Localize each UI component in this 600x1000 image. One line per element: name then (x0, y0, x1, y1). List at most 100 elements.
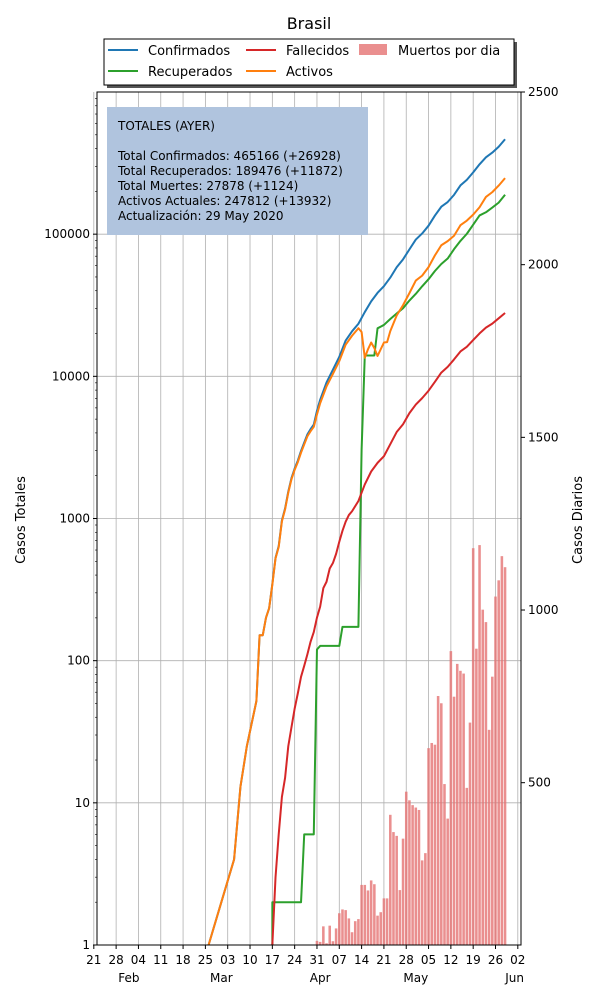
annotation-line: Total Muertes: 27878 (+1124) (117, 179, 298, 193)
daily-deaths-bar (500, 556, 504, 945)
x-tick-label: 26 (488, 953, 503, 967)
daily-deaths-bar (404, 791, 408, 945)
legend-label: Activos (286, 65, 333, 80)
daily-deaths-bar (344, 910, 347, 945)
daily-deaths-bar (424, 853, 427, 945)
daily-deaths-bar (491, 676, 494, 945)
daily-deaths-bar (366, 890, 370, 945)
daily-deaths-bar (382, 898, 386, 945)
legend-swatch-bar (359, 44, 387, 55)
daily-deaths-bar (414, 807, 418, 945)
x-tick-label: 04 (131, 953, 146, 967)
x-tick-label: 03 (220, 953, 235, 967)
y-axis-ticks: 1 10 100 1000 10000 100000 (44, 98, 97, 952)
daily-deaths-bar (395, 835, 398, 945)
y2-tick-label: 1000 (528, 603, 559, 617)
daily-deaths-bar (325, 943, 328, 945)
daily-deaths-bar (427, 748, 430, 945)
legend-label: Recuperados (148, 65, 233, 80)
daily-deaths-bar (471, 548, 475, 945)
y2-tick-label: 2000 (528, 258, 559, 272)
legend-frame (103, 38, 515, 86)
daily-deaths-bar (318, 941, 322, 945)
x-tick-label: 28 (399, 953, 414, 967)
daily-deaths-bar (389, 814, 392, 945)
x-month-label: Mar (210, 971, 233, 985)
annotation-line: Total Confirmados: 465166 (+26928) (117, 149, 341, 163)
x-tick-label: 19 (466, 953, 481, 967)
daily-deaths-bar (503, 567, 507, 945)
series-line-activos (207, 177, 506, 946)
y-tick-label: 10000 (52, 369, 90, 383)
x-tick-label: 07 (332, 953, 347, 967)
y2-axis-label: Casos Diarios (571, 476, 586, 564)
daily-deaths-bar (455, 663, 459, 945)
daily-deaths-bar (322, 926, 325, 945)
daily-deaths-bar (350, 932, 354, 945)
x-month-label: May (403, 971, 428, 985)
x-tick-label: 14 (354, 953, 369, 967)
y-tick-label: 1 (82, 938, 90, 952)
series-line-fallecidos (271, 312, 506, 946)
x-axis-ticks: 21 28 04 11 18 25 03 10 17 24 31 07 14 21 28 05 12 19 26 02… (86, 945, 525, 985)
y-tick-label: 10 (75, 796, 90, 810)
daily-deaths-bar (468, 722, 472, 945)
daily-deaths-bar (315, 940, 319, 945)
daily-deaths-bar (328, 925, 331, 945)
y-axis-label: Casos Totales (14, 476, 29, 564)
x-tick-label: 12 (443, 953, 458, 967)
x-tick-label: 11 (153, 953, 168, 967)
x-tick-label: 17 (265, 953, 280, 967)
x-tick-label: 05 (421, 953, 436, 967)
daily-deaths-bar (459, 670, 462, 945)
y2-axis-ticks: 500 1000 1500 2000 2500 (521, 85, 559, 790)
daily-deaths-bar (338, 913, 341, 945)
daily-deaths-bar (487, 729, 491, 945)
daily-deaths-bar (401, 838, 405, 945)
daily-deaths-bar (408, 800, 411, 945)
daily-deaths-bar (385, 898, 389, 945)
daily-deaths-bar (497, 580, 500, 945)
legend-label: Fallecidos (286, 44, 349, 59)
daily-deaths-bar (446, 818, 449, 945)
legend-label: Confirmados (148, 44, 230, 59)
daily-deaths-bar (331, 941, 335, 945)
x-tick-label: 28 (108, 953, 123, 967)
annotation-line: TOTALES (AYER) (117, 119, 215, 133)
x-tick-label: 18 (175, 953, 190, 967)
daily-deaths-bar (481, 609, 485, 945)
totals-annotation-box: TOTALES (AYER) Total Confirmados: 465166 … (107, 107, 368, 235)
x-tick-label: 31 (309, 953, 324, 967)
daily-deaths-bar (341, 909, 344, 945)
daily-deaths-bar (363, 884, 367, 945)
y2-tick-label: 500 (528, 776, 551, 790)
daily-deaths-bar (392, 832, 395, 945)
x-month-label: Jun (504, 971, 524, 985)
x-tick-label: 10 (242, 953, 257, 967)
daily-deaths-bar (379, 912, 383, 945)
chart-title: Brasil (287, 14, 332, 33)
daily-deaths-bar (347, 918, 351, 945)
legend: Confirmados Fallecidos Recuperados Activos M… (103, 38, 517, 88)
daily-deaths-bar (478, 545, 481, 945)
daily-deaths-bar (334, 928, 338, 945)
daily-deaths-bars (315, 545, 507, 945)
x-month-label: Feb (118, 971, 139, 985)
series-lines (207, 138, 506, 946)
y2-tick-label: 1500 (528, 430, 559, 444)
daily-deaths-bar (376, 915, 379, 945)
daily-deaths-bar (443, 784, 446, 945)
daily-deaths-bar (398, 890, 402, 945)
daily-deaths-bar (494, 596, 497, 945)
y2-tick-label: 2500 (528, 85, 559, 99)
y-tick-label: 1000 (59, 512, 90, 526)
daily-deaths-bar (357, 919, 360, 945)
x-tick-label: 21 (86, 953, 101, 967)
legend-label: Muertos por dia (398, 44, 500, 59)
daily-deaths-bar (440, 703, 443, 945)
daily-deaths-bar (462, 673, 465, 945)
annotation-box-bg (107, 107, 368, 235)
annotation-line: Total Recuperados: 189476 (+11872) (117, 164, 343, 178)
daily-deaths-bar (411, 805, 414, 945)
